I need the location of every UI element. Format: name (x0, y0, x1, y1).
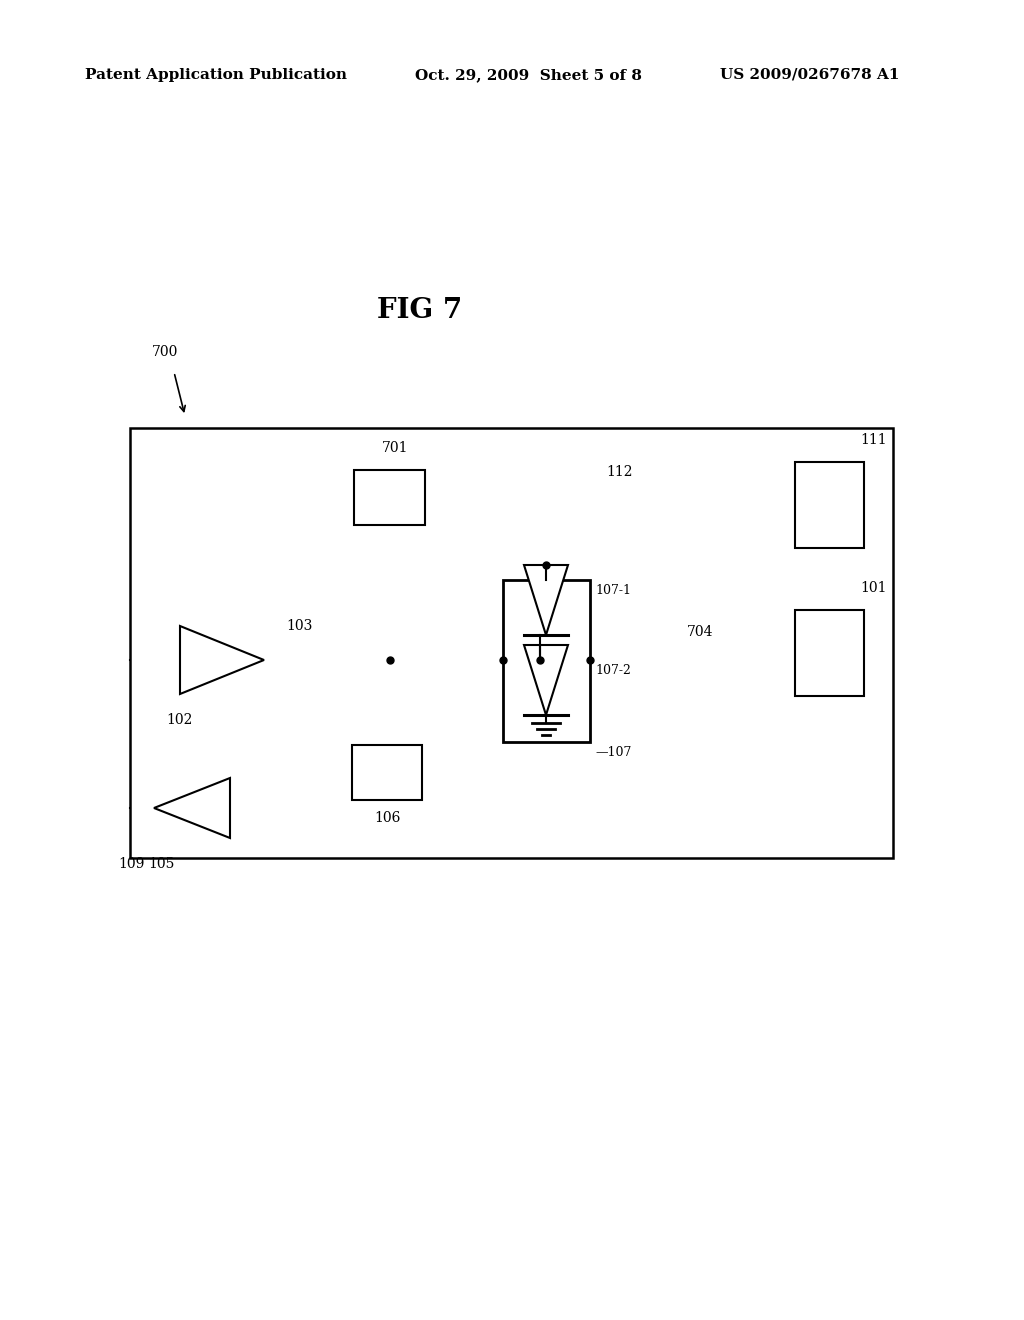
Polygon shape (180, 626, 264, 694)
Text: 112: 112 (607, 465, 633, 479)
Polygon shape (524, 565, 568, 635)
Text: 101: 101 (861, 581, 887, 595)
Text: US 2009/0267678 A1: US 2009/0267678 A1 (720, 69, 899, 82)
Text: —107: —107 (595, 746, 632, 759)
Bar (354, 470, 425, 525)
Text: 102: 102 (167, 713, 194, 727)
Bar (352, 744, 422, 800)
Text: FIG 7: FIG 7 (378, 297, 463, 323)
Text: 106: 106 (374, 810, 400, 825)
Bar (503, 579, 590, 742)
Text: 105: 105 (148, 857, 175, 871)
Text: Patent Application Publication: Patent Application Publication (85, 69, 347, 82)
Polygon shape (524, 645, 568, 715)
Text: 107-1: 107-1 (595, 583, 631, 597)
Text: 700: 700 (152, 345, 178, 359)
Bar (130, 428, 893, 858)
Text: Oct. 29, 2009  Sheet 5 of 8: Oct. 29, 2009 Sheet 5 of 8 (415, 69, 642, 82)
Text: 701: 701 (382, 441, 409, 455)
Text: 704: 704 (687, 624, 714, 639)
Text: 103: 103 (287, 619, 313, 634)
Polygon shape (154, 777, 230, 838)
Bar (795, 462, 864, 548)
Text: 109: 109 (119, 857, 145, 871)
Text: 107-2: 107-2 (595, 664, 631, 676)
Bar (795, 610, 864, 696)
Text: 111: 111 (861, 433, 888, 447)
